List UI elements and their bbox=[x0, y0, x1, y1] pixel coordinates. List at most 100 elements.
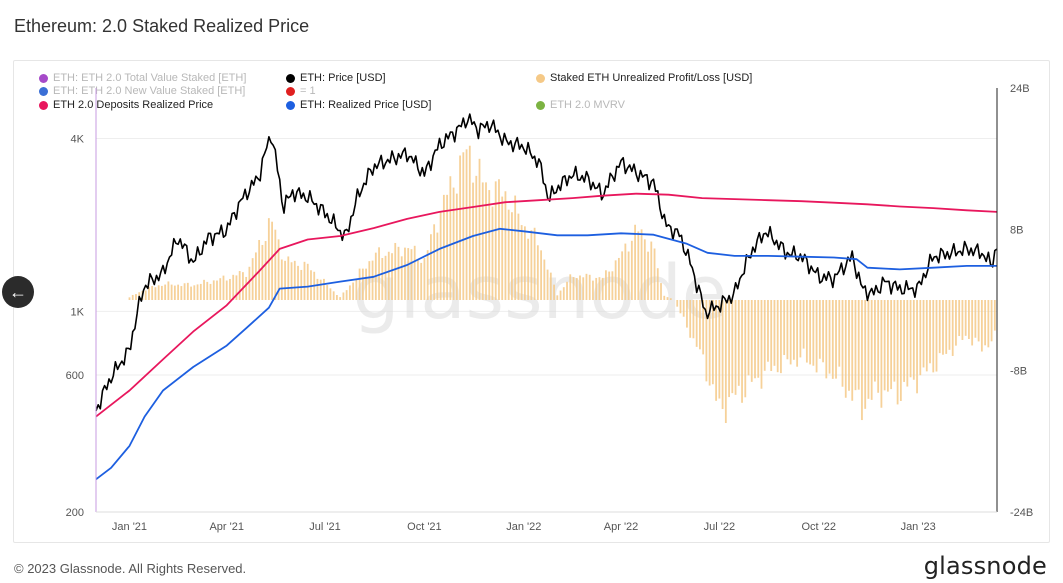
legend-label: Staked ETH Unrealized Profit/Loss [USD] bbox=[550, 72, 753, 84]
pl-bar bbox=[462, 152, 465, 300]
legend-item-equals-one[interactable]: = 1 bbox=[286, 85, 316, 97]
back-button[interactable]: ← bbox=[2, 276, 34, 308]
pl-bar bbox=[734, 300, 737, 395]
legend-item-realized-price[interactable]: ETH: Realized Price [USD] bbox=[286, 99, 431, 111]
pl-bar bbox=[796, 300, 799, 367]
pl-bar bbox=[326, 285, 329, 300]
pl-bar bbox=[786, 300, 789, 360]
pl-bar bbox=[653, 248, 656, 300]
pl-bar bbox=[267, 218, 270, 300]
pl-bar bbox=[455, 193, 458, 300]
x-tick-label: Oct '21 bbox=[407, 521, 442, 533]
pl-bar bbox=[196, 284, 199, 300]
chart-card bbox=[13, 60, 1050, 543]
pl-bar bbox=[287, 256, 290, 300]
pl-bar bbox=[536, 245, 539, 300]
legend-item-new-value-staked[interactable]: ETH: ETH 2.0 New Value Staked [ETH] bbox=[39, 85, 245, 97]
pl-bar bbox=[848, 300, 850, 391]
legend-item-eth-price[interactable]: ETH: Price [USD] bbox=[286, 72, 386, 84]
pl-bar bbox=[757, 300, 760, 378]
legend-item-mvrv[interactable]: ETH 2.0 MVRV bbox=[536, 99, 625, 111]
pl-bar bbox=[498, 179, 500, 300]
pl-bar bbox=[491, 206, 494, 300]
pl-bar bbox=[611, 271, 614, 300]
pl-bar bbox=[238, 271, 241, 300]
y-left-tick-label: 4K bbox=[71, 134, 85, 146]
page-title: Ethereum: 2.0 Staked Realized Price bbox=[14, 16, 310, 36]
y-right-tick-label: -8B bbox=[1010, 366, 1027, 378]
pl-bar bbox=[906, 300, 909, 387]
pl-bar bbox=[666, 297, 669, 300]
legend-item-total-value-staked[interactable]: ETH: ETH 2.0 Total Value Staked [ETH] bbox=[39, 72, 246, 84]
pl-bar bbox=[511, 212, 513, 300]
pl-bar bbox=[932, 300, 935, 373]
pl-bar bbox=[478, 158, 481, 300]
legend-dot bbox=[286, 100, 295, 110]
pl-bar bbox=[397, 246, 400, 300]
pl-bar bbox=[177, 284, 180, 300]
pl-bar bbox=[494, 181, 497, 300]
pl-bar bbox=[640, 229, 643, 300]
pl-bar bbox=[131, 294, 134, 300]
pl-bar bbox=[987, 300, 990, 348]
pl-bar bbox=[154, 287, 157, 300]
pl-bar bbox=[955, 300, 957, 346]
pl-bar bbox=[520, 225, 523, 300]
pl-bar bbox=[990, 300, 993, 342]
pl-bar bbox=[971, 300, 974, 346]
pl-bar bbox=[280, 259, 283, 300]
pl-bar bbox=[747, 300, 750, 376]
pl-bar bbox=[297, 265, 299, 300]
pl-bar bbox=[306, 263, 309, 300]
legend-item-unrealized-profit-loss[interactable]: Staked ETH Unrealized Profit/Loss [USD] bbox=[536, 72, 752, 84]
unrealized-pl-bars bbox=[128, 145, 996, 424]
pl-bar bbox=[329, 288, 332, 300]
pl-bar bbox=[630, 240, 633, 300]
pl-bar bbox=[689, 300, 692, 338]
pl-bar bbox=[805, 300, 808, 363]
pl-bar bbox=[874, 300, 876, 382]
pl-bar bbox=[144, 290, 147, 300]
pl-bar bbox=[161, 285, 163, 300]
pl-bar bbox=[384, 255, 387, 300]
pl-bar bbox=[643, 239, 646, 300]
pl-bar bbox=[219, 278, 222, 300]
legend-item-deposits-realized-price[interactable]: ETH 2.0 Deposits Realized Price bbox=[39, 99, 213, 111]
pl-bar bbox=[209, 283, 212, 300]
pl-bar bbox=[841, 300, 844, 387]
pl-bar bbox=[912, 300, 915, 380]
pl-bar bbox=[316, 278, 319, 300]
pl-bar bbox=[274, 229, 277, 300]
pl-bar bbox=[634, 224, 636, 300]
pl-bar bbox=[323, 278, 325, 300]
pl-bar bbox=[809, 300, 812, 365]
pl-bar bbox=[277, 239, 280, 300]
pl-bar bbox=[566, 281, 568, 300]
pl-bar bbox=[572, 277, 575, 300]
pl-bar bbox=[459, 155, 461, 300]
pl-bar bbox=[569, 274, 572, 300]
pl-bar bbox=[530, 230, 533, 300]
pl-bar bbox=[164, 284, 167, 300]
pl-bar bbox=[851, 300, 854, 401]
pl-bar bbox=[303, 261, 306, 300]
pl-bar bbox=[857, 300, 860, 390]
pl-bar bbox=[592, 280, 594, 300]
pl-bar bbox=[183, 283, 186, 300]
pl-bar bbox=[867, 300, 870, 399]
pl-bar bbox=[721, 300, 724, 410]
pl-bar bbox=[413, 245, 416, 300]
pl-bar bbox=[916, 300, 918, 394]
x-tick-label: Apr '22 bbox=[604, 521, 639, 533]
pl-bar bbox=[925, 300, 928, 372]
pl-bar bbox=[948, 300, 951, 350]
pl-bar bbox=[686, 300, 688, 328]
pl-bar bbox=[446, 194, 449, 300]
pl-bar bbox=[404, 247, 406, 300]
pl-bar bbox=[822, 300, 824, 363]
pl-bar bbox=[439, 211, 442, 300]
pl-bar bbox=[669, 298, 672, 300]
pl-bar bbox=[815, 300, 818, 373]
pl-bar bbox=[387, 251, 390, 300]
pl-bar bbox=[767, 300, 769, 362]
